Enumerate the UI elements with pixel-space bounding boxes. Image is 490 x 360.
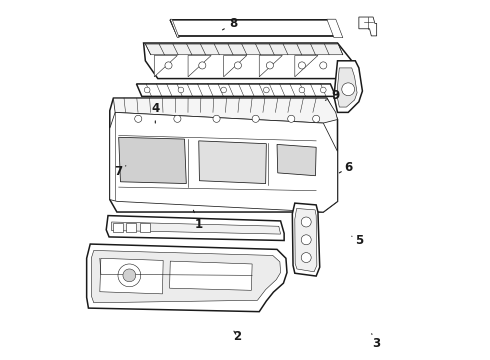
Bar [113,224,123,232]
Text: 7: 7 [115,165,126,177]
Circle shape [264,87,269,93]
Text: 1: 1 [194,210,203,231]
Polygon shape [188,55,211,77]
Circle shape [298,62,305,69]
Circle shape [267,62,273,69]
Polygon shape [223,55,247,77]
Polygon shape [359,17,377,36]
Polygon shape [106,216,284,240]
Polygon shape [293,203,319,276]
Circle shape [174,115,181,122]
Polygon shape [277,144,316,176]
Circle shape [178,87,184,93]
Circle shape [234,62,242,69]
Text: 5: 5 [352,234,363,247]
Text: 8: 8 [222,17,238,30]
Circle shape [319,62,327,69]
Circle shape [123,269,136,282]
Circle shape [144,87,150,93]
Polygon shape [100,258,163,294]
Circle shape [301,235,311,245]
Circle shape [165,62,172,69]
Polygon shape [146,44,343,55]
Polygon shape [199,141,267,184]
Polygon shape [144,43,355,78]
Circle shape [301,253,311,262]
Circle shape [313,115,319,122]
Bar [140,224,150,232]
Polygon shape [295,55,318,77]
Circle shape [288,115,295,122]
Polygon shape [171,20,341,36]
Text: 9: 9 [325,89,340,102]
Circle shape [301,217,311,227]
Polygon shape [113,98,338,123]
Circle shape [118,264,141,287]
Circle shape [320,87,326,93]
Polygon shape [171,19,179,38]
Circle shape [221,87,226,93]
Circle shape [299,87,305,93]
Polygon shape [337,68,357,107]
Text: 3: 3 [372,334,380,350]
Circle shape [135,115,142,122]
Polygon shape [119,137,186,184]
Polygon shape [295,208,317,272]
Bar [126,224,136,232]
Circle shape [199,62,206,69]
Text: 2: 2 [233,330,241,343]
Circle shape [213,115,220,122]
Polygon shape [171,20,341,36]
Polygon shape [170,261,252,290]
Polygon shape [327,19,343,38]
Text: 6: 6 [339,161,352,174]
Polygon shape [334,61,363,112]
Circle shape [252,115,259,122]
Polygon shape [87,244,287,312]
Polygon shape [110,112,338,212]
Polygon shape [259,55,282,77]
Text: 4: 4 [151,102,159,123]
Polygon shape [91,251,281,303]
Polygon shape [112,222,281,234]
Circle shape [342,83,355,96]
Polygon shape [137,84,336,96]
Polygon shape [154,55,177,77]
Polygon shape [110,98,338,212]
